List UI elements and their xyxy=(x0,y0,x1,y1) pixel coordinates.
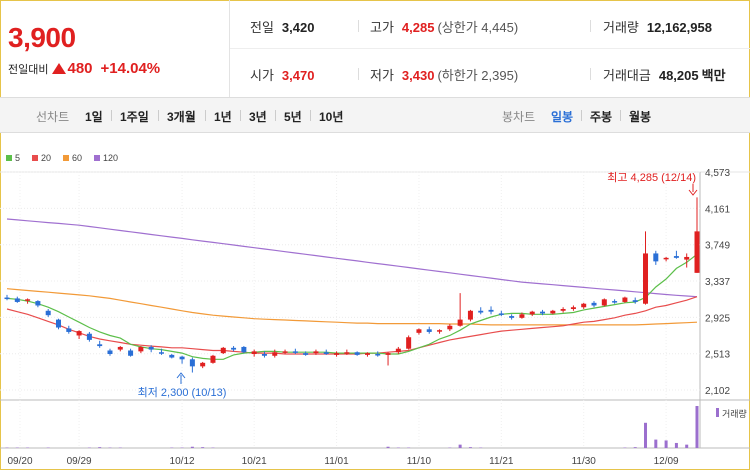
tab-monthly[interactable]: 월봉 xyxy=(629,110,652,124)
tab-10y[interactable]: 10년 xyxy=(319,110,344,124)
legend-ma20: 20 xyxy=(32,153,51,163)
tab-1d[interactable]: 1일 xyxy=(85,110,103,124)
stat-volume: 거래량 12,162,958 xyxy=(603,20,712,35)
tab-3y[interactable]: 3년 xyxy=(249,110,267,124)
divider xyxy=(205,110,206,121)
legend-ma120: 120 xyxy=(94,153,118,163)
divider xyxy=(310,110,311,121)
tab-1y[interactable]: 1년 xyxy=(214,110,232,124)
tab-1w[interactable]: 1주일 xyxy=(120,110,149,124)
current-price: 3,900 xyxy=(8,22,76,53)
divider xyxy=(590,20,591,32)
quote-header: 3,900 전일대비 480 +14.04% 전일 3,420 고가 4,285 (상… xyxy=(0,0,750,97)
stat-low: 저가 3,430 (하한가 2,395) xyxy=(370,68,519,83)
price-box: 3,900 전일대비 480 +14.04% xyxy=(0,0,230,97)
legend-ma5: 5 xyxy=(6,153,20,163)
divider xyxy=(111,110,112,121)
line-chart-label[interactable]: 선차트 xyxy=(36,110,70,124)
divider xyxy=(620,110,621,121)
divider xyxy=(358,68,359,80)
tab-daily[interactable]: 일봉 xyxy=(551,110,574,124)
tab-3m[interactable]: 3개월 xyxy=(167,110,196,124)
legend-ma60: 60 xyxy=(63,153,82,163)
stat-open: 시가 3,470 xyxy=(250,68,315,83)
stat-amount: 거래대금 48,205 백만 xyxy=(603,68,726,83)
ma-legend: 5 20 60 120 xyxy=(6,153,118,163)
change-rate: +14.04% xyxy=(100,60,161,77)
divider xyxy=(358,20,359,32)
stat-high: 고가 4,285 (상한가 4,445) xyxy=(370,20,519,35)
change-amount: 480 xyxy=(67,60,93,77)
arrow-up-icon xyxy=(52,62,67,74)
divider xyxy=(590,68,591,80)
change-row: 전일대비 480 +14.04% xyxy=(8,60,160,77)
divider xyxy=(275,110,276,121)
divider xyxy=(581,110,582,121)
stat-prev-close: 전일 3,420 xyxy=(250,20,315,35)
divider xyxy=(230,48,750,49)
chart-toolbar: 선차트 1일 1주일 3개월 1년 3년 5년 10년 봉차트 일봉 주봉 월봉 xyxy=(0,97,750,133)
divider xyxy=(158,110,159,121)
tab-5y[interactable]: 5년 xyxy=(284,110,302,124)
divider xyxy=(240,110,241,121)
candle-chart-label[interactable]: 봉차트 xyxy=(502,110,536,124)
tab-weekly[interactable]: 주봉 xyxy=(590,110,613,124)
change-label: 전일대비 xyxy=(8,63,49,76)
